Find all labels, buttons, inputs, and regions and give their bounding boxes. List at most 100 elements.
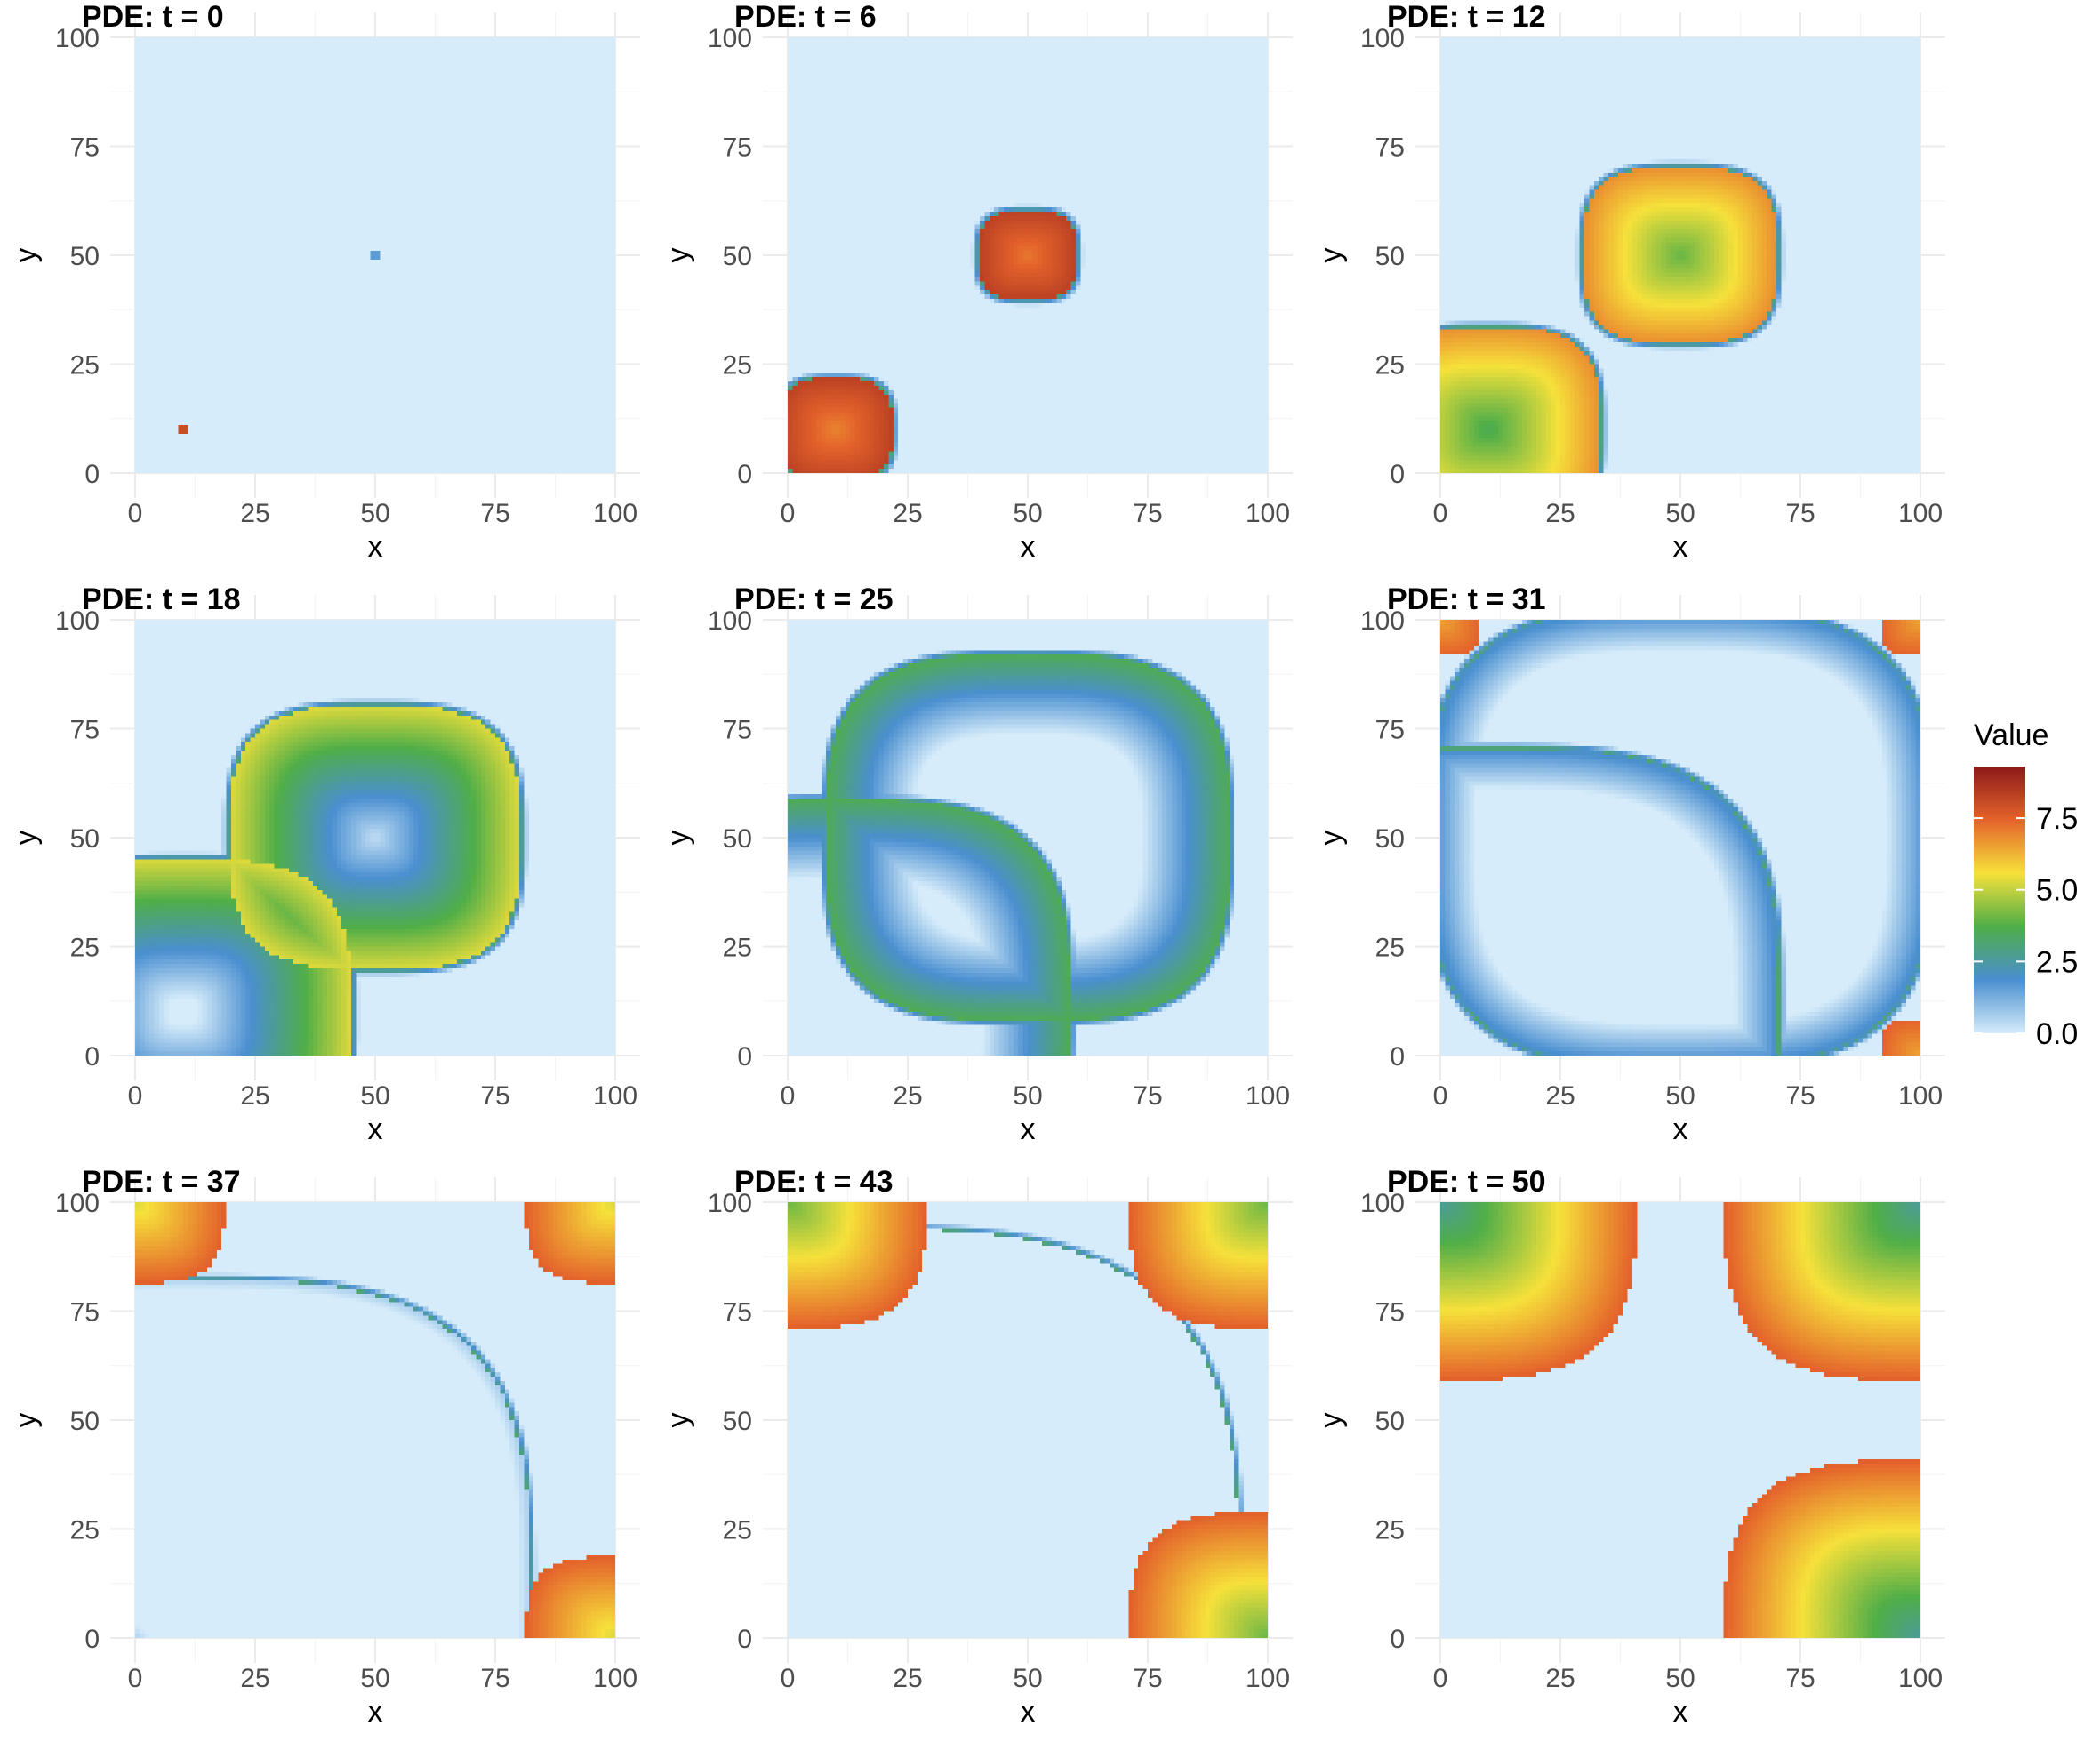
x-axis-title: x bbox=[1673, 530, 1688, 564]
y-tick-label: 50 bbox=[1375, 1407, 1405, 1436]
x-tick-label: 50 bbox=[360, 1081, 389, 1111]
y-tick-label: 75 bbox=[70, 1298, 100, 1328]
x-tick-label: 100 bbox=[593, 1664, 637, 1693]
x-tick-label: 25 bbox=[1545, 1081, 1575, 1111]
x-tick-label: 0 bbox=[1433, 1081, 1448, 1111]
y-tick-label: 25 bbox=[70, 1516, 100, 1545]
x-axis-title: x bbox=[1021, 530, 1036, 564]
y-tick-label: 75 bbox=[1375, 716, 1405, 745]
x-tick-label: 50 bbox=[1013, 1664, 1042, 1693]
heatmap-raster bbox=[1440, 1202, 1920, 1638]
y-tick-label: 0 bbox=[1390, 1042, 1405, 1072]
y-tick-label: 50 bbox=[70, 824, 100, 854]
x-tick-label: 25 bbox=[240, 499, 269, 528]
y-tick-label: 0 bbox=[1390, 1625, 1405, 1654]
x-tick-label: 100 bbox=[593, 1081, 637, 1111]
x-tick-label: 50 bbox=[360, 1664, 389, 1693]
x-tick-label: 100 bbox=[1898, 1081, 1943, 1111]
panel-title: PDE: t = 43 bbox=[734, 1165, 894, 1199]
x-tick-label: 75 bbox=[480, 1664, 509, 1693]
x-tick-label: 50 bbox=[1665, 1081, 1695, 1111]
panel-title: PDE: t = 31 bbox=[1387, 582, 1546, 616]
x-tick-label: 75 bbox=[1133, 499, 1162, 528]
y-tick-label: 75 bbox=[1375, 1298, 1405, 1328]
y-tick-label: 50 bbox=[1375, 242, 1405, 271]
heatmap-raster bbox=[135, 37, 615, 473]
x-axis-title: x bbox=[368, 530, 383, 564]
heatmap-raster bbox=[1440, 620, 1920, 1056]
y-axis-title: y bbox=[661, 1413, 695, 1428]
x-axis-title: x bbox=[1673, 1695, 1688, 1729]
panel-title: PDE: t = 37 bbox=[82, 1165, 241, 1199]
x-tick-label: 100 bbox=[1246, 1081, 1290, 1111]
x-tick-label: 50 bbox=[1013, 1081, 1042, 1111]
y-tick-label: 0 bbox=[737, 1042, 752, 1072]
y-tick-label: 0 bbox=[737, 460, 752, 489]
x-tick-label: 100 bbox=[1898, 499, 1943, 528]
panel-6: PDE: t = 37 0 25 50 75 100 0 25 50 75 100 x y bbox=[9, 1165, 640, 1729]
panel-2: PDE: t = 12 0 25 50 75 100 0 25 50 75 100 x y bbox=[1314, 0, 1945, 564]
x-tick-label: 0 bbox=[781, 1664, 796, 1693]
panel-4: PDE: t = 25 0 25 50 75 100 0 25 50 75 100 x y bbox=[661, 582, 1293, 1146]
y-tick-label: 50 bbox=[723, 242, 752, 271]
y-axis-title: y bbox=[1314, 248, 1348, 263]
x-tick-label: 0 bbox=[128, 1664, 143, 1693]
panel-3: PDE: t = 18 0 25 50 75 100 0 25 50 75 100 x y bbox=[9, 582, 640, 1146]
y-tick-label: 25 bbox=[1375, 934, 1405, 963]
legend-label: 2.5 bbox=[2036, 945, 2078, 979]
x-tick-label: 75 bbox=[1785, 499, 1815, 528]
y-tick-label: 75 bbox=[723, 716, 752, 745]
x-tick-label: 0 bbox=[128, 499, 143, 528]
y-tick-label: 25 bbox=[70, 934, 100, 963]
x-tick-label: 100 bbox=[593, 499, 637, 528]
y-tick-label: 50 bbox=[723, 824, 752, 854]
x-tick-label: 25 bbox=[893, 1664, 922, 1693]
x-tick-label: 50 bbox=[360, 499, 389, 528]
x-tick-label: 100 bbox=[1246, 1664, 1290, 1693]
panel-title: PDE: t = 25 bbox=[734, 582, 894, 616]
y-axis-title: y bbox=[1314, 1413, 1348, 1428]
x-tick-label: 0 bbox=[781, 499, 796, 528]
y-tick-label: 0 bbox=[84, 1625, 100, 1654]
y-axis-title: y bbox=[9, 1413, 43, 1428]
y-tick-label: 100 bbox=[1360, 24, 1405, 53]
y-axis-title: y bbox=[9, 248, 43, 263]
panel-5: PDE: t = 31 0 25 50 75 100 0 25 50 75 100 x y bbox=[1314, 582, 1945, 1146]
panel-title: PDE: t = 12 bbox=[1387, 0, 1546, 34]
legend-label: 0.0 bbox=[2036, 1017, 2078, 1051]
x-tick-label: 50 bbox=[1665, 1664, 1695, 1693]
x-axis-title: x bbox=[1673, 1112, 1688, 1146]
x-tick-label: 0 bbox=[781, 1081, 796, 1111]
y-tick-label: 25 bbox=[723, 351, 752, 381]
x-tick-label: 25 bbox=[1545, 499, 1575, 528]
y-tick-label: 25 bbox=[723, 934, 752, 963]
x-tick-label: 75 bbox=[1133, 1664, 1162, 1693]
y-tick-label: 25 bbox=[70, 351, 100, 381]
y-tick-label: 100 bbox=[55, 24, 100, 53]
heatmap-raster bbox=[135, 620, 615, 1056]
x-tick-label: 25 bbox=[893, 499, 922, 528]
panel-1: PDE: t = 6 0 25 50 75 100 0 25 50 75 100 x y bbox=[661, 0, 1293, 564]
panel-title: PDE: t = 50 bbox=[1387, 1165, 1546, 1199]
y-tick-label: 75 bbox=[723, 1298, 752, 1328]
y-axis-title: y bbox=[9, 831, 43, 846]
panel-0: PDE: t = 0 0 25 50 75 100 0 25 50 75 100 x y bbox=[9, 0, 640, 564]
y-tick-label: 50 bbox=[723, 1407, 752, 1436]
y-tick-label: 0 bbox=[1390, 460, 1405, 489]
y-tick-label: 100 bbox=[1360, 606, 1405, 636]
legend-colorbar bbox=[1974, 767, 2025, 1033]
y-tick-label: 100 bbox=[708, 1189, 752, 1218]
x-tick-label: 25 bbox=[893, 1081, 922, 1111]
panel-7: PDE: t = 43 0 25 50 75 100 0 25 50 75 100 x y bbox=[661, 1165, 1293, 1729]
x-tick-label: 0 bbox=[1433, 499, 1448, 528]
x-tick-label: 75 bbox=[1785, 1664, 1815, 1693]
x-tick-label: 0 bbox=[1433, 1664, 1448, 1693]
x-tick-label: 75 bbox=[480, 499, 509, 528]
heatmap-raster bbox=[788, 620, 1268, 1056]
x-tick-label: 75 bbox=[1785, 1081, 1815, 1111]
y-tick-label: 25 bbox=[723, 1516, 752, 1545]
panel-title: PDE: t = 0 bbox=[82, 0, 224, 34]
legend-title: Value bbox=[1974, 718, 2048, 752]
y-axis-title: y bbox=[661, 831, 695, 846]
